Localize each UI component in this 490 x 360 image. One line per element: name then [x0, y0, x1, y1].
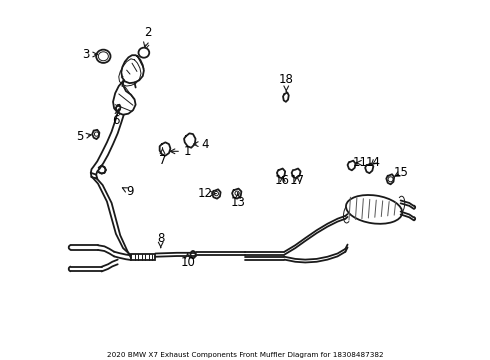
Text: 12: 12	[198, 187, 216, 200]
Polygon shape	[98, 166, 106, 174]
Text: 5: 5	[75, 130, 91, 144]
Text: 11: 11	[352, 156, 368, 169]
Text: 16: 16	[275, 174, 290, 187]
Text: 1: 1	[170, 145, 192, 158]
Text: 6: 6	[112, 109, 120, 127]
Text: 3: 3	[82, 48, 98, 61]
Text: 14: 14	[366, 156, 381, 169]
Text: 15: 15	[393, 166, 409, 179]
Text: 18: 18	[279, 73, 294, 92]
Text: 13: 13	[230, 193, 245, 209]
Text: 2: 2	[144, 27, 152, 47]
Text: 8: 8	[157, 231, 165, 247]
Ellipse shape	[346, 195, 402, 224]
Text: 7: 7	[159, 148, 166, 167]
Ellipse shape	[191, 251, 196, 258]
Text: 4: 4	[194, 138, 209, 150]
Text: 17: 17	[290, 174, 304, 187]
Text: 2020 BMW X7 Exhaust Components Front Muffler Diagram for 18308487382: 2020 BMW X7 Exhaust Components Front Muf…	[107, 352, 383, 358]
Text: 10: 10	[180, 253, 195, 269]
Text: 9: 9	[122, 185, 133, 198]
